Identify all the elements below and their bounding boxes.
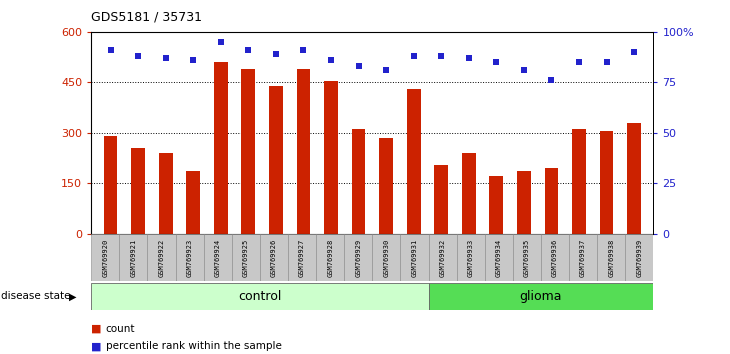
Text: GSM769924: GSM769924	[215, 238, 220, 277]
Text: GSM769935: GSM769935	[524, 238, 530, 277]
Bar	[175, 234, 204, 281]
Text: glioma: glioma	[520, 290, 562, 303]
Bar	[462, 153, 476, 234]
Bar	[296, 69, 310, 234]
Point	[408, 53, 420, 59]
Point	[629, 49, 640, 55]
Text: GSM769929: GSM769929	[356, 238, 361, 277]
Text: GSM769927: GSM769927	[299, 238, 305, 277]
Bar	[485, 234, 512, 281]
Text: GSM769931: GSM769931	[412, 238, 418, 277]
Bar	[512, 234, 541, 281]
Bar	[572, 130, 586, 234]
Bar	[131, 148, 145, 234]
Text: GSM769926: GSM769926	[271, 238, 277, 277]
Point	[188, 57, 199, 63]
Bar	[120, 234, 147, 281]
Text: GSM769934: GSM769934	[496, 238, 502, 277]
Point	[104, 47, 116, 53]
Text: GSM769933: GSM769933	[468, 238, 474, 277]
Text: GSM769939: GSM769939	[637, 238, 642, 277]
Bar	[324, 81, 338, 234]
Text: GSM769922: GSM769922	[158, 238, 164, 277]
Bar	[372, 234, 401, 281]
Bar	[541, 234, 569, 281]
Bar	[91, 283, 429, 310]
Bar	[232, 234, 260, 281]
Bar	[158, 153, 172, 234]
Text: GSM769937: GSM769937	[580, 238, 586, 277]
Bar	[599, 131, 613, 234]
Point	[132, 53, 144, 59]
Text: GSM769928: GSM769928	[327, 238, 333, 277]
Text: GSM769936: GSM769936	[552, 238, 558, 277]
Text: GSM769938: GSM769938	[608, 238, 614, 277]
Point	[270, 51, 282, 57]
Bar	[260, 234, 288, 281]
Text: GSM769930: GSM769930	[383, 238, 389, 277]
Bar	[214, 62, 228, 234]
Text: GSM769921: GSM769921	[131, 238, 137, 277]
Point	[325, 57, 337, 63]
Point	[160, 55, 172, 61]
Bar	[407, 89, 420, 234]
Text: percentile rank within the sample: percentile rank within the sample	[106, 341, 282, 351]
Bar	[91, 234, 120, 281]
Text: ▶: ▶	[69, 291, 76, 302]
Bar	[204, 234, 232, 281]
Point	[545, 78, 557, 83]
Bar	[401, 234, 429, 281]
Bar	[489, 176, 503, 234]
Bar	[345, 234, 372, 281]
Point	[463, 55, 474, 61]
Text: GDS5181 / 35731: GDS5181 / 35731	[91, 11, 202, 24]
Point	[518, 67, 530, 73]
Bar	[517, 171, 531, 234]
Text: GSM769920: GSM769920	[102, 238, 108, 277]
Text: count: count	[106, 324, 135, 333]
Bar	[242, 69, 256, 234]
Text: GSM769923: GSM769923	[187, 238, 193, 277]
Bar	[457, 234, 485, 281]
Bar	[352, 130, 366, 234]
Bar	[626, 234, 653, 281]
Point	[380, 67, 392, 73]
Bar	[569, 234, 597, 281]
Point	[353, 63, 364, 69]
Text: GSM769932: GSM769932	[439, 238, 445, 277]
Point	[242, 47, 254, 53]
Bar	[545, 168, 558, 234]
Point	[601, 59, 612, 65]
Bar	[186, 171, 200, 234]
Bar	[316, 234, 345, 281]
Bar	[269, 86, 283, 234]
Bar	[627, 123, 641, 234]
Bar	[429, 283, 653, 310]
Text: ■: ■	[91, 324, 101, 333]
Text: control: control	[238, 290, 282, 303]
Text: GSM769925: GSM769925	[243, 238, 249, 277]
Text: ■: ■	[91, 341, 101, 351]
Bar	[597, 234, 626, 281]
Point	[298, 47, 310, 53]
Bar	[104, 136, 118, 234]
Point	[215, 39, 226, 45]
Bar	[288, 234, 316, 281]
Text: disease state: disease state	[1, 291, 70, 302]
Bar	[379, 138, 393, 234]
Bar	[429, 234, 457, 281]
Bar	[147, 234, 175, 281]
Point	[435, 53, 447, 59]
Point	[491, 59, 502, 65]
Point	[573, 59, 585, 65]
Bar	[434, 165, 448, 234]
